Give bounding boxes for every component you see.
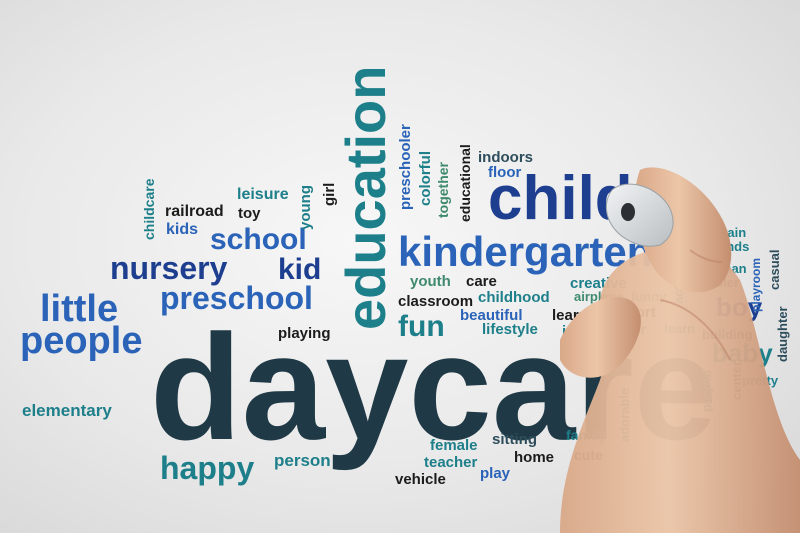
word-female: female bbox=[430, 437, 478, 454]
word-school: school bbox=[210, 223, 307, 256]
word-preschool: preschool bbox=[160, 280, 313, 316]
word-teacher: teacher bbox=[424, 454, 478, 471]
word-home: home bbox=[514, 449, 555, 466]
word-sitting: sitting bbox=[492, 431, 537, 448]
word-kid: kid bbox=[278, 253, 322, 286]
word-fun: fun bbox=[398, 310, 445, 343]
word-lifestyle: lifestyle bbox=[482, 321, 538, 338]
word-happy: happy bbox=[160, 450, 255, 486]
word-playing: playing bbox=[278, 325, 331, 342]
word-care: care bbox=[466, 273, 497, 290]
word-childhood: childhood bbox=[478, 289, 550, 306]
word-indoors: indoors bbox=[478, 149, 533, 166]
word-kindergarten: kindergarten bbox=[398, 228, 653, 275]
word-vehicle: vehicle bbox=[395, 471, 446, 488]
word-play: play bbox=[480, 465, 511, 482]
word-railroad: railroad bbox=[165, 203, 224, 220]
word-leisure: leisure bbox=[237, 186, 289, 203]
word-toy: toy bbox=[238, 205, 261, 222]
word-elementary: elementary bbox=[22, 401, 112, 420]
word-little: little bbox=[40, 288, 119, 330]
word-person: person bbox=[274, 451, 331, 470]
word-floor: floor bbox=[488, 164, 522, 181]
word-people: people bbox=[20, 320, 143, 362]
word-kids: kids bbox=[166, 221, 199, 238]
word-youth: youth bbox=[410, 273, 451, 290]
word-nursery: nursery bbox=[110, 250, 228, 286]
word-beautiful: beautiful bbox=[460, 307, 523, 324]
word-classroom: classroom bbox=[398, 293, 474, 310]
